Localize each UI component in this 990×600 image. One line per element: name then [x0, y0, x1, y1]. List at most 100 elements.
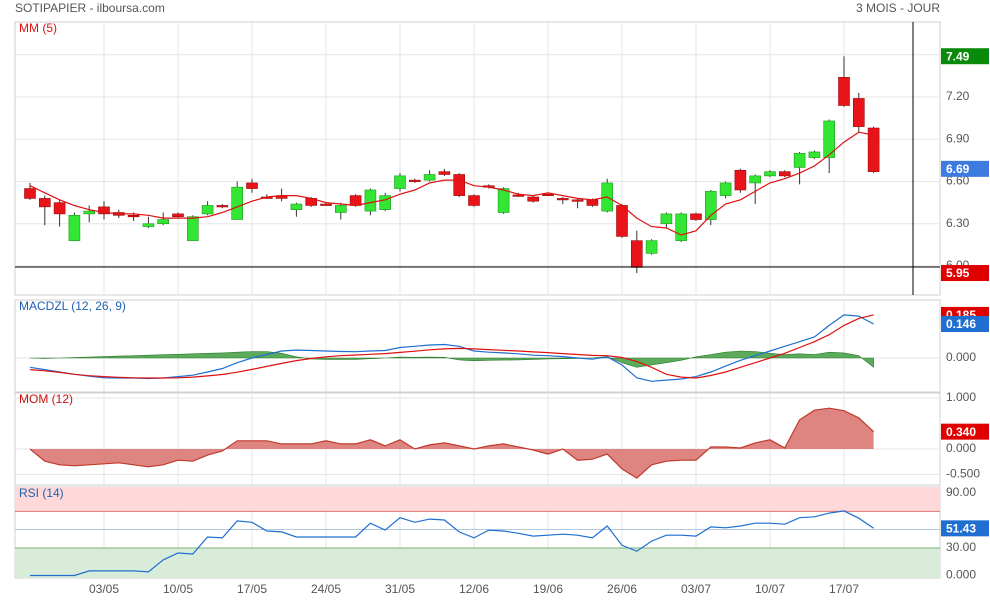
candle-body: [793, 153, 806, 168]
candle-body: [83, 210, 95, 215]
candle-body: [453, 174, 466, 196]
value-badge: [941, 48, 989, 65]
candle-body: [408, 179, 421, 182]
candle-body: [571, 199, 584, 202]
candle-body: [749, 175, 762, 184]
candle-body: [38, 198, 51, 208]
y-tick-label: 0.000: [946, 350, 976, 364]
candle-body: [98, 206, 110, 215]
candle-body: [172, 213, 184, 218]
value-badge: [941, 160, 989, 177]
panel-title: RSI (14): [19, 486, 64, 500]
site-title: SOTIPAPIER - ilboursa.com: [15, 1, 165, 15]
series-line: [29, 407, 875, 479]
candle-body: [157, 219, 169, 225]
candle-body: [142, 223, 155, 227]
value-badge: [941, 423, 989, 440]
x-tick-label: 03/07: [681, 582, 711, 596]
candle-body: [675, 213, 688, 241]
candle-body: [734, 169, 747, 191]
y-tick-label: 1.000: [946, 390, 976, 404]
x-tick-label: 10/05: [163, 582, 193, 596]
y-tick-label: 6.30: [946, 216, 970, 230]
candle-body: [394, 175, 406, 189]
candle-body: [423, 174, 436, 181]
legend-label: MM (5): [19, 21, 57, 35]
panel: [15, 300, 940, 392]
candle-body: [512, 194, 525, 197]
candle-body: [68, 215, 81, 241]
x-tick-label: 31/05: [385, 582, 415, 596]
x-tick-label: 24/05: [311, 582, 341, 596]
panel-frame: [14, 392, 941, 486]
candle-body: [586, 199, 599, 206]
candle-body: [187, 216, 199, 241]
x-tick-label: 19/06: [533, 582, 563, 596]
candle-body: [349, 195, 362, 206]
candle-body: [497, 188, 510, 213]
candle-body: [764, 171, 776, 177]
panel: [15, 22, 940, 295]
value-badge-label: 7.49: [946, 49, 970, 63]
candle-body: [542, 193, 554, 196]
oversold-band: [15, 548, 940, 578]
x-tick-label: 10/07: [755, 582, 785, 596]
histogram-area: [29, 350, 874, 368]
candle-body: [838, 77, 850, 106]
candle-body: [852, 98, 865, 127]
x-tick-label: 17/05: [237, 582, 267, 596]
value-badge: [941, 520, 989, 537]
value-badge-label: 51.43: [946, 522, 976, 536]
y-tick-label: -0.500: [946, 467, 980, 481]
y-tick-label: 90.00: [946, 485, 976, 499]
panel: [15, 487, 940, 578]
candle-body: [808, 151, 821, 158]
overbought-band: [15, 487, 940, 512]
candle-body: [127, 215, 140, 218]
y-tick-label: 6.90: [946, 131, 970, 145]
candle-body: [216, 205, 229, 208]
series-line: [30, 510, 874, 577]
candle-body: [630, 240, 643, 268]
panel-title: MACDZL (12, 26, 9): [19, 299, 126, 313]
x-tick-label: 12/06: [459, 582, 489, 596]
candle-body: [320, 203, 332, 206]
x-tick-label: 26/06: [607, 582, 637, 596]
panel-title: MOM (12): [19, 392, 73, 406]
series-line: [29, 131, 874, 236]
panel-frame: [14, 21, 941, 296]
x-tick-label: 17/07: [829, 582, 859, 596]
candle-body: [823, 120, 836, 158]
candle-body: [231, 186, 243, 220]
candle-body: [645, 240, 658, 254]
candle-body: [690, 213, 702, 220]
candle-body: [379, 195, 392, 210]
panel: [15, 393, 940, 485]
series-line: [29, 314, 874, 379]
candle-body: [364, 189, 377, 212]
candle-body: [24, 188, 36, 199]
y-tick-label: 6.60: [946, 174, 970, 188]
candle-body: [704, 191, 717, 220]
value-badge: [941, 265, 989, 282]
value-badge-label: 6.69: [946, 162, 970, 176]
period-label: 3 MOIS - JOUR: [856, 1, 940, 15]
candle-body: [438, 171, 451, 175]
candle-body: [556, 198, 569, 201]
candle-body: [201, 205, 214, 215]
series-area: [30, 408, 874, 479]
candle-body: [290, 203, 303, 210]
candle-body: [616, 205, 628, 237]
y-tick-label: 7.20: [946, 89, 970, 103]
value-badge-label: 0.340: [946, 425, 976, 439]
y-tick-label: 30.00: [946, 540, 976, 554]
value-badge: [941, 315, 989, 332]
y-tick-label: 0.000: [946, 568, 976, 582]
x-tick-label: 03/05: [89, 582, 119, 596]
candle-body: [246, 182, 258, 189]
candle-body: [867, 127, 880, 172]
candle-body: [660, 213, 673, 225]
y-tick-label: 0.000: [946, 441, 976, 455]
